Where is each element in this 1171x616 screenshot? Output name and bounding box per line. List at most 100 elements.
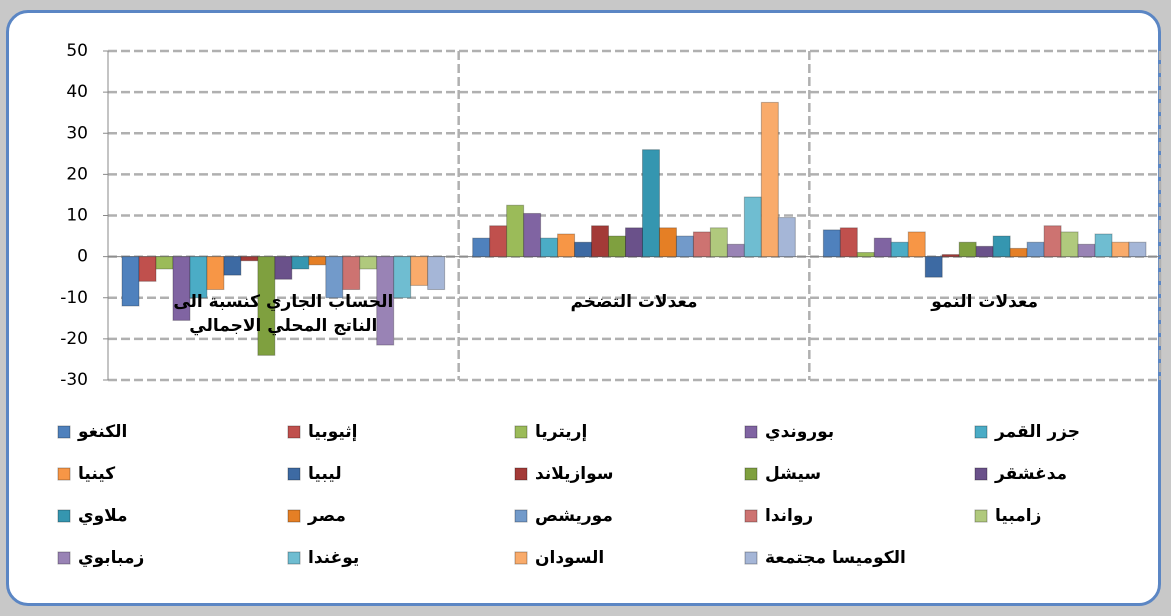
bar xyxy=(155,256,174,270)
y-tick-label: 10 xyxy=(66,206,88,226)
legend-swatch xyxy=(744,467,758,481)
bar xyxy=(941,254,960,258)
bar xyxy=(489,225,508,258)
bar xyxy=(540,237,559,258)
legend-swatch xyxy=(287,467,301,481)
legend-swatch xyxy=(974,467,988,481)
bar xyxy=(291,256,310,270)
bar xyxy=(856,252,875,258)
legend-label: إريتريا xyxy=(535,422,587,442)
bar xyxy=(472,237,491,258)
bar xyxy=(557,233,576,258)
bar xyxy=(172,256,191,321)
legend-swatch xyxy=(514,509,528,523)
bar xyxy=(1009,247,1028,258)
bar xyxy=(675,235,694,258)
legend-label: يوغندا xyxy=(308,548,359,568)
bar xyxy=(975,245,994,258)
bar xyxy=(907,231,926,258)
legend-swatch xyxy=(287,551,301,565)
legend-label: السودان xyxy=(535,548,604,568)
legend-label: الكنغو xyxy=(77,422,127,442)
bar xyxy=(625,227,643,258)
y-tick-label: -30 xyxy=(60,370,88,390)
bar xyxy=(206,256,225,291)
y-tick-label: 20 xyxy=(66,164,88,184)
legend-label: رواندا xyxy=(765,506,813,526)
bar xyxy=(1111,241,1130,258)
bar xyxy=(658,227,677,258)
bar xyxy=(1128,241,1147,258)
legend-swatch xyxy=(57,467,71,481)
legend-label: زامبيا xyxy=(995,506,1041,526)
y-tick-label: 30 xyxy=(66,123,88,143)
legend-swatch xyxy=(57,551,71,565)
bar xyxy=(1043,225,1062,258)
legend-swatch xyxy=(744,509,758,523)
bar xyxy=(873,237,892,258)
bar xyxy=(726,243,745,258)
legend-label: موريشص xyxy=(535,506,613,526)
bar xyxy=(1094,233,1113,258)
legend-swatch xyxy=(287,509,301,523)
legend-label: زمبابوي xyxy=(78,548,144,568)
x-tick-label: معدلات التضخم xyxy=(570,292,698,312)
legend-label: كينيا xyxy=(78,464,115,484)
bar xyxy=(427,256,446,291)
y-tick-label: -20 xyxy=(60,329,88,349)
legend-swatch xyxy=(744,425,758,439)
y-tick-label: 40 xyxy=(66,82,88,102)
legend-label: جزر القمر xyxy=(994,422,1080,442)
legend-swatch xyxy=(514,551,528,565)
bar xyxy=(608,235,627,258)
bar xyxy=(777,217,796,258)
y-tick-label: 0 xyxy=(77,247,88,267)
legend-swatch xyxy=(974,425,988,439)
legend-label: ملاوي xyxy=(78,506,128,526)
bar xyxy=(743,196,762,258)
bar xyxy=(1077,243,1096,258)
bar xyxy=(692,231,711,258)
legend-swatch xyxy=(57,425,71,439)
legend-swatch xyxy=(974,509,988,523)
bar xyxy=(223,256,242,276)
legend-label: سيشل xyxy=(765,464,821,484)
bar xyxy=(274,256,293,280)
bar xyxy=(574,241,593,258)
bar xyxy=(138,256,157,282)
bar xyxy=(709,227,728,258)
x-tick-label: الحساب الجاري كنسبة الى الناتج المحلي ال… xyxy=(173,292,394,336)
bar xyxy=(839,227,858,258)
bar xyxy=(308,256,327,266)
bar xyxy=(1026,241,1045,258)
bar xyxy=(958,241,977,258)
bar xyxy=(359,256,378,270)
bar xyxy=(240,256,259,262)
legend-swatch xyxy=(744,551,758,565)
legend-label: الكوميسا مجتمعة xyxy=(765,548,906,568)
bar xyxy=(591,225,610,258)
legend-label: إثيوبيا xyxy=(308,422,358,442)
y-tick-label: -10 xyxy=(60,288,88,308)
bar xyxy=(506,204,525,258)
legend-swatch xyxy=(287,425,301,439)
legend-label: سوازيلاند xyxy=(535,464,613,484)
bar xyxy=(992,235,1011,258)
legend-label: مدغشقر xyxy=(994,464,1067,484)
bar xyxy=(523,212,542,258)
legend-label: مصر xyxy=(307,506,346,526)
bar xyxy=(376,256,395,346)
legend-swatch xyxy=(514,425,528,439)
legend-swatch xyxy=(57,509,71,523)
bar xyxy=(1060,231,1079,258)
bar xyxy=(890,241,909,258)
legend-label: ليبيا xyxy=(308,464,342,484)
x-tick-label: معدلات النمو xyxy=(931,292,1039,312)
legend-swatch xyxy=(514,467,528,481)
bar xyxy=(257,256,276,356)
bar xyxy=(121,256,140,307)
bar xyxy=(410,256,429,286)
chart-frame xyxy=(6,10,1161,606)
bar xyxy=(342,256,361,291)
